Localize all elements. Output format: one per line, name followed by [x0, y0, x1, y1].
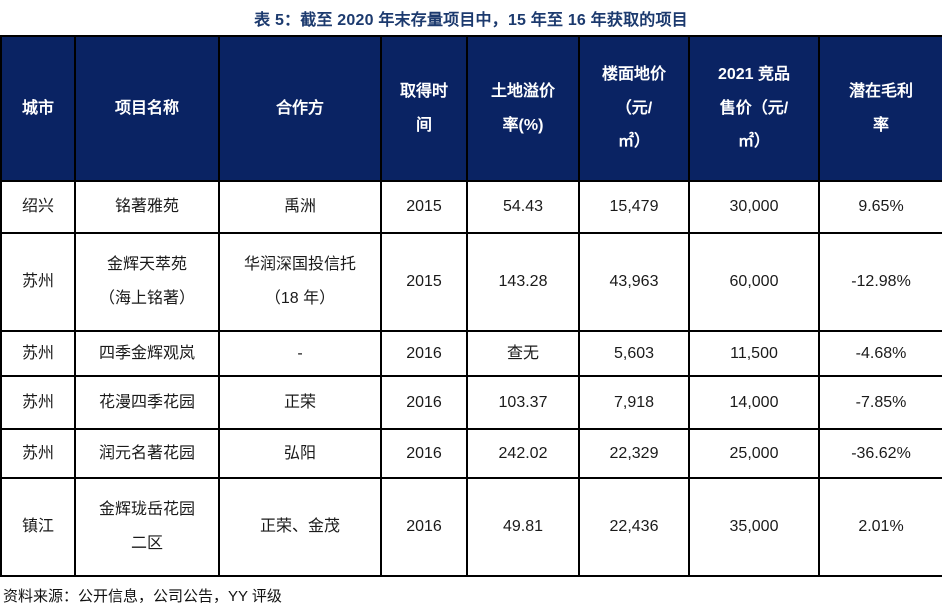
- table-row: 苏州 金辉天萃苑 （海上铭著） 华润深国投信托 （18 年） 2015 143.…: [0, 232, 942, 332]
- col-header-land-premium-rate: 土地溢价 率(%): [466, 35, 580, 182]
- table-cell: 9.65%: [818, 180, 942, 234]
- table-cell: 弘阳: [218, 428, 382, 479]
- table-cell: 镇江: [0, 477, 76, 577]
- table-cell: 2016: [380, 330, 468, 377]
- table-cell: -12.98%: [818, 232, 942, 332]
- col-header-acquired-year: 取得时 间: [380, 35, 468, 182]
- table-cell: 润元名著花园: [74, 428, 220, 479]
- table-row: 镇江 金辉珑岳花园 二区 正荣、金茂 2016 49.81 22,436 35,…: [0, 477, 942, 577]
- table-cell: 2016: [380, 477, 468, 577]
- table-cell: 2016: [380, 428, 468, 479]
- table-cell: 金辉天萃苑 （海上铭著）: [74, 232, 220, 332]
- table-cell: 苏州: [0, 330, 76, 377]
- projects-table: 城市 项目名称 合作方 取得时 间 土地溢价 率(%) 楼面地价 （元/ ㎡） …: [0, 35, 942, 577]
- table-cell: 金辉珑岳花园 二区: [74, 477, 220, 577]
- table-cell: 5,603: [578, 330, 690, 377]
- table-cell: 绍兴: [0, 180, 76, 234]
- col-header-project-name: 项目名称: [74, 35, 220, 182]
- table-cell: 14,000: [688, 375, 820, 430]
- table-cell: 四季金辉观岚: [74, 330, 220, 377]
- table-cell: -4.68%: [818, 330, 942, 377]
- table-cell: 143.28: [466, 232, 580, 332]
- table-cell: 2.01%: [818, 477, 942, 577]
- table-cell: 54.43: [466, 180, 580, 234]
- table-cell: 苏州: [0, 232, 76, 332]
- col-header-partner: 合作方: [218, 35, 382, 182]
- table-cell: 2015: [380, 232, 468, 332]
- table-cell: 铭著雅苑: [74, 180, 220, 234]
- table-cell: 11,500: [688, 330, 820, 377]
- table-cell: 30,000: [688, 180, 820, 234]
- table-cell: 103.37: [466, 375, 580, 430]
- table-cell: 花漫四季花园: [74, 375, 220, 430]
- header-row: 城市 项目名称 合作方 取得时 间 土地溢价 率(%) 楼面地价 （元/ ㎡） …: [0, 35, 942, 182]
- table-cell: 苏州: [0, 375, 76, 430]
- table-cell: 242.02: [466, 428, 580, 479]
- table-cell: 正荣、金茂: [218, 477, 382, 577]
- table-row: 绍兴 铭著雅苑 禹洲 2015 54.43 15,479 30,000 9.65…: [0, 180, 942, 234]
- col-header-2021-competitor-price: 2021 竞品 售价（元/ ㎡）: [688, 35, 820, 182]
- table-cell: 43,963: [578, 232, 690, 332]
- table-cell: 22,436: [578, 477, 690, 577]
- table-title: 表 5：截至 2020 年末存量项目中，15 年至 16 年获取的项目: [254, 11, 688, 29]
- table-cell: 禹洲: [218, 180, 382, 234]
- data-source-note: 资料来源：公开信息，公司公告，YY 评级: [3, 588, 282, 605]
- table-cell: 25,000: [688, 428, 820, 479]
- table-row: 苏州 四季金辉观岚 - 2016 查无 5,603 11,500 -4.68%: [0, 330, 942, 377]
- table-cell: 7,918: [578, 375, 690, 430]
- table-cell: 2016: [380, 375, 468, 430]
- table-cell: 苏州: [0, 428, 76, 479]
- table-cell: -36.62%: [818, 428, 942, 479]
- col-header-floor-price: 楼面地价 （元/ ㎡）: [578, 35, 690, 182]
- table-cell: 49.81: [466, 477, 580, 577]
- col-header-potential-gross-margin: 潜在毛利 率: [818, 35, 942, 182]
- table-cell: -: [218, 330, 382, 377]
- table-row: 苏州 润元名著花园 弘阳 2016 242.02 22,329 25,000 -…: [0, 428, 942, 479]
- table-cell: 22,329: [578, 428, 690, 479]
- table-cell: -7.85%: [818, 375, 942, 430]
- table-cell: 正荣: [218, 375, 382, 430]
- table-cell: 60,000: [688, 232, 820, 332]
- table-cell: 华润深国投信托 （18 年）: [218, 232, 382, 332]
- table-cell: 15,479: [578, 180, 690, 234]
- table-row: 苏州 花漫四季花园 正荣 2016 103.37 7,918 14,000 -7…: [0, 375, 942, 430]
- table-cell: 2015: [380, 180, 468, 234]
- col-header-city: 城市: [0, 35, 76, 182]
- table-cell: 35,000: [688, 477, 820, 577]
- table-cell: 查无: [466, 330, 580, 377]
